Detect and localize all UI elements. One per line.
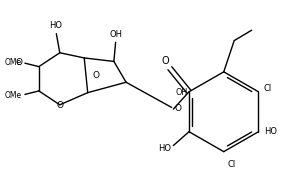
Text: O: O [15, 58, 22, 67]
Text: Cl: Cl [227, 160, 235, 169]
Text: OH: OH [175, 88, 187, 97]
Text: HO: HO [264, 127, 277, 136]
Text: OMe: OMe [5, 58, 22, 67]
Text: OH: OH [109, 30, 122, 39]
Text: HO: HO [49, 21, 62, 30]
Text: OMe: OMe [5, 91, 22, 100]
Text: HO: HO [158, 143, 171, 152]
Text: O: O [174, 104, 181, 113]
Text: O: O [161, 56, 169, 66]
Text: O: O [56, 101, 63, 110]
Text: Cl: Cl [264, 84, 272, 93]
Text: O: O [93, 71, 100, 80]
